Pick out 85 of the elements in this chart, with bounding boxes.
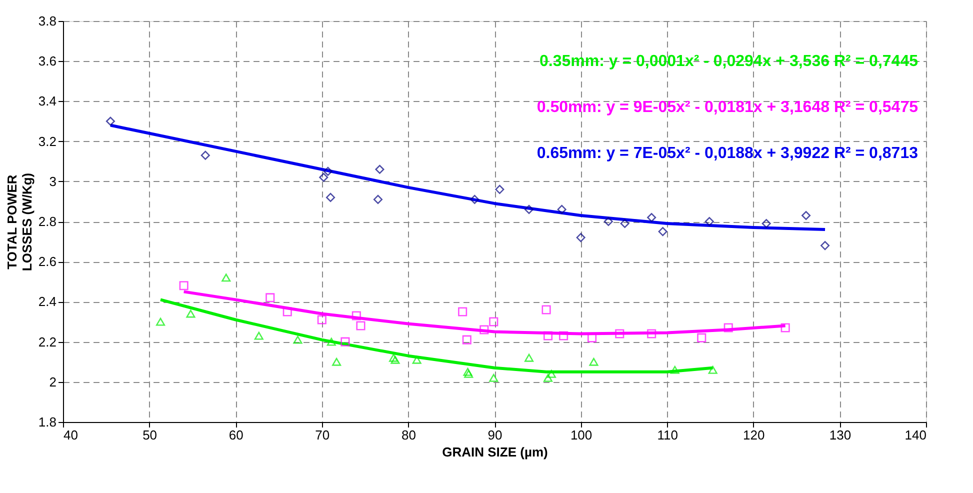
point <box>647 212 656 222</box>
point <box>780 323 790 332</box>
point <box>390 356 400 364</box>
point <box>412 356 422 364</box>
text: 0.35mm: y = 0,0001x² - 0,0294x + 3,536 R² = 0,7445 <box>540 53 918 70</box>
point <box>254 332 264 340</box>
point <box>542 305 551 314</box>
point <box>326 192 336 202</box>
point <box>373 194 383 204</box>
point <box>156 318 166 326</box>
point <box>463 368 472 376</box>
point <box>604 216 613 226</box>
y-tick-label: 2 <box>49 374 56 390</box>
point <box>200 150 210 160</box>
point <box>222 274 231 282</box>
point <box>495 184 504 194</box>
point <box>724 323 733 332</box>
point <box>576 233 586 242</box>
point <box>480 325 489 334</box>
x-tick-label: 130 <box>829 428 852 442</box>
y-tick-label: 3 <box>49 174 56 189</box>
x-tick-label: 140 <box>904 428 926 442</box>
point <box>106 116 115 126</box>
y-tick-label: 2.2 <box>38 334 56 350</box>
y-tick-label: 2.6 <box>38 254 56 270</box>
point <box>356 321 366 330</box>
y-tick-label: 2.8 <box>38 214 56 229</box>
point <box>332 358 342 366</box>
point <box>670 366 680 374</box>
x-tick-label: 60 <box>228 428 244 442</box>
x-tick-label: 40 <box>64 428 78 442</box>
point <box>282 307 292 316</box>
point <box>524 204 534 214</box>
y-tick-label: 1.8 <box>38 414 56 430</box>
y-axis-title: TOTAL POWER LOSSES (W/Kg) <box>4 172 34 272</box>
x-axis-title: GRAIN SIZE (µm) <box>442 444 548 460</box>
point <box>559 331 568 340</box>
x-tick-label: 120 <box>743 428 765 442</box>
point <box>589 358 598 366</box>
x-tick-label: 50 <box>142 428 158 442</box>
point <box>458 307 468 316</box>
point <box>557 204 566 214</box>
point <box>319 172 328 182</box>
y-tick-label: 3.4 <box>38 94 56 109</box>
point <box>704 216 714 226</box>
point <box>802 210 811 220</box>
point <box>375 164 384 174</box>
point <box>489 317 498 326</box>
point <box>352 311 361 320</box>
point <box>186 310 196 318</box>
point <box>489 374 498 382</box>
point <box>462 335 472 344</box>
point <box>340 337 350 346</box>
point <box>615 329 624 338</box>
point <box>317 315 326 324</box>
point <box>389 354 398 362</box>
point <box>620 218 630 228</box>
point <box>543 374 553 382</box>
point <box>266 293 275 302</box>
point <box>543 331 553 340</box>
point <box>647 329 656 338</box>
point <box>658 227 668 236</box>
text: 0.65mm: y = 7E-05x² - 0,0188x + 3,9922 R² = 0,8713 <box>536 145 918 162</box>
x-tick-label: 110 <box>657 428 678 442</box>
point <box>470 194 480 204</box>
point <box>323 166 332 176</box>
point <box>464 370 474 378</box>
y-tick-label: 3.8 <box>38 14 56 28</box>
point <box>179 281 188 290</box>
x-tick-label: 80 <box>401 428 416 442</box>
point <box>524 354 534 362</box>
point <box>697 333 706 342</box>
point <box>820 241 830 250</box>
x-tick-label: 90 <box>488 428 502 442</box>
text: 0.50mm: y = 9E-05x² - 0,0181x + 3,1648 R² = 0,5475 <box>536 99 918 116</box>
x-tick-label: 100 <box>570 428 592 442</box>
x-tick-label: 70 <box>315 428 330 442</box>
point <box>326 338 336 346</box>
point <box>293 336 302 344</box>
point <box>708 366 718 374</box>
y-tick-label: 3.6 <box>38 54 56 69</box>
point <box>762 218 771 228</box>
point <box>546 370 556 378</box>
y-tick-label: 2.4 <box>38 294 56 310</box>
y-tick-label: 3.2 <box>38 134 56 149</box>
